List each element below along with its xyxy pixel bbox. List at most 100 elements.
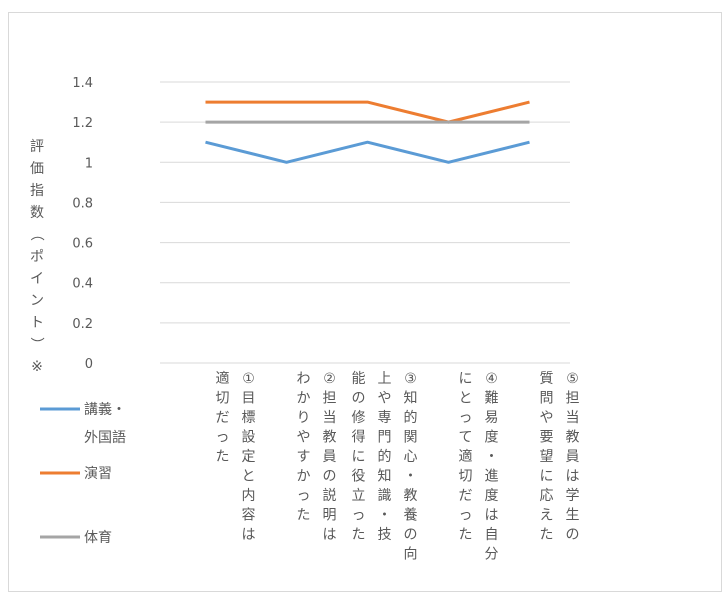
svg-text:容: 容 [242, 507, 256, 524]
svg-text:ン: ン [30, 293, 44, 309]
svg-text:担: 担 [323, 391, 337, 407]
svg-text:自: 自 [485, 527, 499, 543]
svg-text:っ: っ [216, 430, 230, 446]
svg-text:っ: っ [459, 508, 473, 524]
y-axis-label-char: （ [28, 227, 44, 241]
series-lines [205, 100, 530, 164]
svg-text:能: 能 [352, 371, 366, 387]
svg-text:の: の [323, 469, 337, 485]
svg-text:定: 定 [242, 449, 256, 465]
y-axis-label-char: 数 [30, 205, 44, 221]
svg-text:度: 度 [485, 488, 499, 504]
svg-text:生: 生 [566, 508, 580, 524]
series-line-1 [205, 100, 530, 124]
svg-text:の: の [404, 527, 418, 543]
svg-text:④: ④ [485, 371, 498, 387]
svg-text:目: 目 [242, 391, 256, 407]
svg-text:当: 当 [566, 410, 580, 426]
svg-text:的: 的 [378, 449, 392, 465]
svg-text:内: 内 [242, 488, 256, 504]
svg-text:修: 修 [352, 410, 366, 426]
svg-text:※: ※ [31, 359, 43, 375]
svg-text:①: ① [242, 371, 255, 387]
svg-text:分: 分 [485, 547, 499, 563]
svg-text:度: 度 [485, 430, 499, 446]
svg-text:技: 技 [378, 527, 392, 543]
svg-text:問: 問 [540, 391, 554, 407]
svg-text:え: え [540, 508, 554, 524]
svg-text:っ: っ [297, 488, 311, 504]
svg-text:員: 員 [323, 449, 337, 465]
svg-text:望: 望 [540, 449, 554, 465]
svg-text:心: 心 [404, 449, 418, 465]
svg-text:⑤: ⑤ [566, 371, 579, 387]
y-axis-label-char: 価 [30, 161, 44, 177]
svg-text:は: は [323, 527, 337, 543]
legend-label: 体育 [84, 530, 112, 546]
svg-text:説: 説 [323, 488, 337, 504]
svg-text:明: 明 [323, 508, 337, 524]
svg-text:か: か [297, 391, 311, 407]
svg-text:標: 標 [242, 410, 256, 426]
svg-text:た: た [297, 508, 311, 524]
y-tick-label: 1.2 [72, 116, 93, 131]
svg-text:だ: だ [216, 410, 230, 426]
y-axis-label-char: 評 [30, 139, 44, 155]
y-tick-label: 0.2 [72, 317, 93, 332]
svg-text:か: か [297, 469, 311, 485]
svg-text:数: 数 [30, 205, 44, 221]
svg-text:や: や [540, 410, 554, 426]
svg-text:識: 識 [378, 488, 392, 504]
svg-text:易: 易 [485, 410, 499, 426]
y-tick-label: 0.8 [72, 196, 93, 211]
svg-text:難: 難 [485, 391, 499, 407]
svg-text:た: た [459, 527, 473, 543]
svg-text:（: （ [28, 227, 44, 241]
y-axis-label-char: ） [28, 337, 44, 351]
svg-text:て: て [459, 430, 473, 446]
legend-label: 外国語 [84, 430, 126, 446]
gridlines [160, 81, 570, 364]
svg-text:や: や [297, 430, 311, 446]
svg-text:わ: わ [297, 371, 311, 387]
svg-text:切: 切 [216, 391, 230, 407]
svg-text:知: 知 [378, 468, 392, 485]
svg-text:質: 質 [540, 371, 554, 387]
svg-text:っ: っ [352, 508, 366, 524]
svg-text:に: に [540, 469, 554, 485]
y-tick-label: 0.6 [72, 237, 93, 252]
svg-text:教: 教 [404, 488, 418, 504]
svg-text:や: や [378, 391, 392, 407]
legend-entry: 講義・外国語 [40, 401, 126, 446]
svg-text:評: 評 [30, 139, 44, 155]
chart-frame [8, 12, 722, 592]
svg-text:に: に [352, 449, 366, 465]
svg-text:的: 的 [404, 410, 418, 426]
svg-text:教: 教 [566, 430, 580, 446]
legend-entry: 体育 [40, 530, 112, 546]
svg-text:に: に [459, 371, 473, 387]
svg-text:・: ・ [378, 508, 392, 524]
svg-text:当: 当 [323, 410, 337, 426]
y-tick-label: 1 [85, 156, 93, 171]
svg-text:進: 進 [485, 469, 499, 485]
y-axis-label-char: ※ [31, 359, 43, 375]
y-axis-label-char: ポ [30, 249, 44, 265]
svg-text:た: た [540, 527, 554, 543]
svg-text:関: 関 [404, 430, 418, 446]
svg-text:ポ: ポ [30, 249, 44, 265]
svg-text:す: す [297, 449, 311, 465]
series-line-0 [205, 140, 530, 164]
svg-text:得: 得 [352, 429, 366, 446]
svg-text:た: た [216, 449, 230, 465]
svg-text:役: 役 [352, 469, 366, 485]
y-tick-label: 0.4 [72, 277, 93, 292]
svg-text:専: 専 [378, 410, 392, 426]
svg-text:は: は [485, 508, 499, 524]
